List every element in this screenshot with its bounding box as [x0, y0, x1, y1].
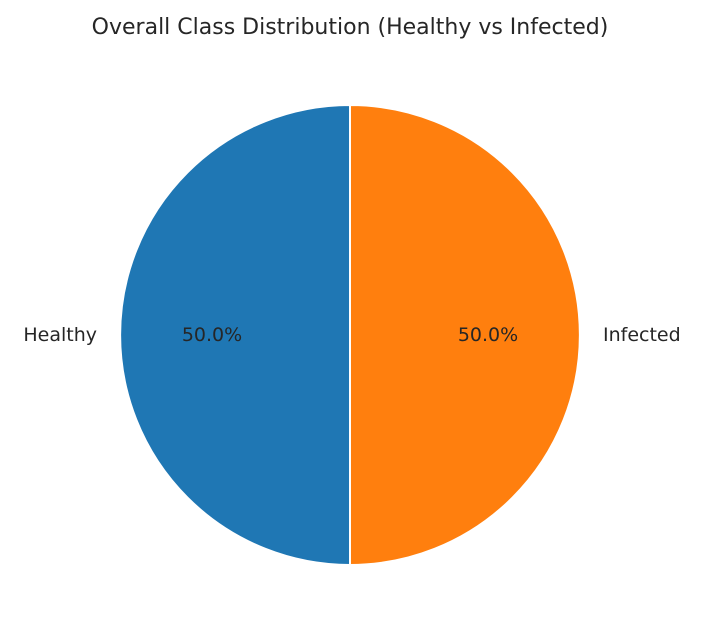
- pie-percent-infected: 50.0%: [458, 324, 518, 346]
- chart-title: Overall Class Distribution (Healthy vs I…: [92, 15, 609, 40]
- pie-slice-healthy: [119, 104, 351, 566]
- pie-labels: Healthy 50.0% Infected 50.0%: [23, 324, 680, 346]
- pie-slice-infected: [349, 104, 581, 566]
- pie-slices: [119, 104, 581, 566]
- pie-percent-healthy: 50.0%: [182, 324, 242, 346]
- pie-label-infected: Infected: [603, 324, 681, 346]
- pie-label-healthy: Healthy: [23, 324, 97, 346]
